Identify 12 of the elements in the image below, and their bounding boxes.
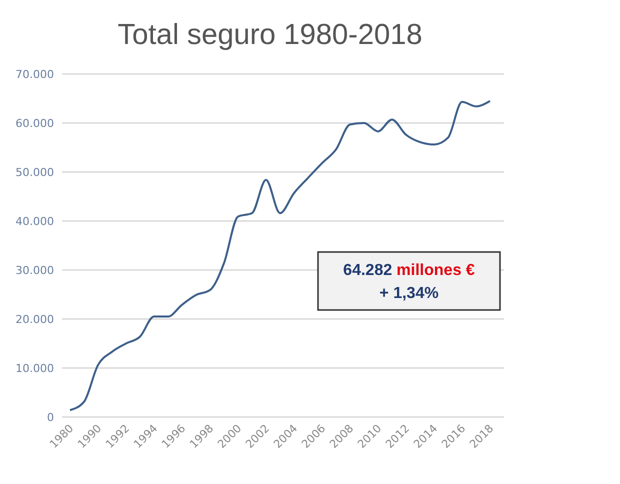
chart-title: Total seguro 1980-2018	[118, 19, 422, 51]
annotation: + 1,34%	[379, 285, 439, 302]
y-tick-label: 0	[47, 411, 54, 424]
line-series	[69, 100, 491, 412]
y-tick-label: 30.000	[16, 264, 54, 277]
y-tick-label: 40.000	[16, 215, 54, 228]
y-tick-label: 20.000	[16, 313, 54, 326]
y-tick-label: 60.000	[16, 117, 54, 130]
y-tick-label: 50.000	[16, 166, 54, 179]
annotation: 64.282 millones €	[343, 262, 475, 279]
y-tick-label: 70.000	[16, 68, 54, 81]
y-tick-label: 10.000	[16, 362, 54, 375]
